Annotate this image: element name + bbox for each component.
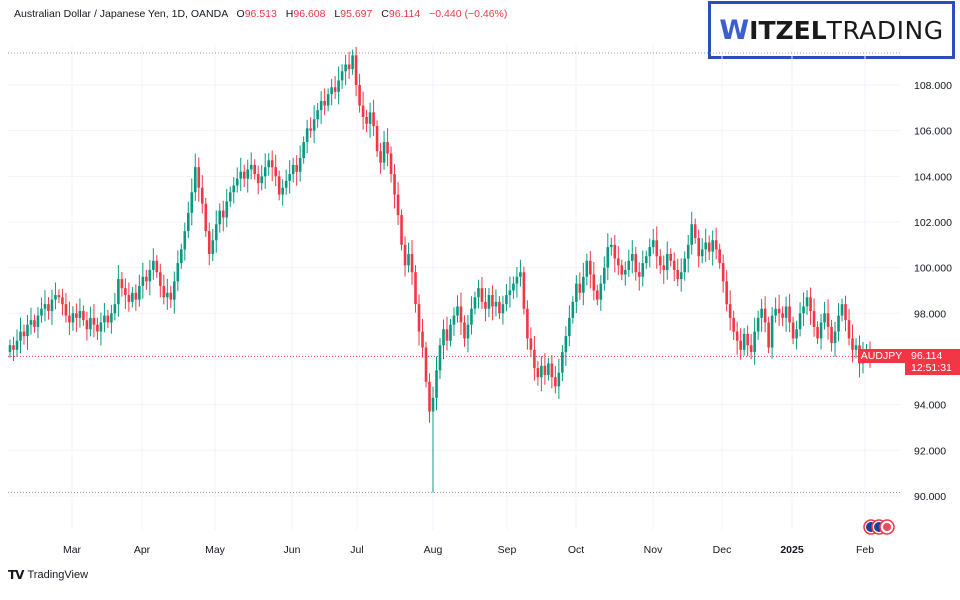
svg-text:98.000: 98.000 [914, 308, 946, 320]
witzel-trading-logo: W ITZEL TRADING [708, 1, 955, 59]
svg-text:Jun: Jun [284, 544, 301, 556]
low-value: 95.697 [340, 8, 373, 20]
svg-text:104.000: 104.000 [914, 171, 952, 183]
last-price-tag: 96.114 12:51:31 [905, 349, 960, 375]
tradingview-brand[interactable]: TV TradingView [8, 568, 88, 582]
high-label: H [285, 8, 294, 20]
svg-text:102.000: 102.000 [914, 217, 952, 229]
svg-text:Jul: Jul [350, 544, 363, 556]
svg-text:Apr: Apr [134, 544, 151, 556]
open-label: O [236, 8, 245, 20]
svg-text:92.000: 92.000 [914, 445, 946, 457]
svg-text:2025: 2025 [780, 544, 804, 556]
svg-text:90.000: 90.000 [914, 491, 946, 503]
svg-text:Feb: Feb [856, 544, 874, 556]
svg-text:Dec: Dec [713, 544, 732, 556]
logo-itzel: ITZEL [749, 15, 827, 45]
svg-text:Aug: Aug [424, 544, 443, 556]
svg-text:100.000: 100.000 [914, 263, 952, 275]
currency-flags-icon[interactable] [862, 519, 896, 535]
svg-text:Nov: Nov [644, 544, 663, 556]
symbol-title: Australian Dollar / Japanese Yen, 1D, OA… [14, 8, 228, 20]
svg-text:108.000: 108.000 [914, 80, 952, 92]
low-label: L [334, 8, 341, 20]
logo-w: W [719, 14, 750, 46]
chart-legend: Australian Dollar / Japanese Yen, 1D, OA… [14, 8, 507, 20]
open-value: 96.513 [244, 8, 277, 20]
svg-text:Mar: Mar [63, 544, 82, 556]
tradingview-label: TradingView [27, 569, 89, 581]
symbol-price-tag: AUDJPY [858, 349, 905, 363]
change-value: −0.440 (−0.46%) [429, 8, 508, 20]
last-price: 96.114 [911, 350, 943, 362]
tradingview-logo-icon: TV [8, 568, 25, 582]
logo-trading: TRADING [826, 15, 944, 45]
svg-text:Oct: Oct [568, 544, 584, 556]
close-label: C [381, 8, 389, 20]
svg-text:May: May [205, 544, 226, 556]
high-value: 96.608 [293, 8, 326, 20]
close-value: 96.114 [388, 8, 421, 20]
svg-text:94.000: 94.000 [914, 400, 946, 412]
svg-text:Sep: Sep [498, 544, 517, 556]
bar-countdown: 12:51:31 [911, 362, 952, 374]
svg-text:106.000: 106.000 [914, 126, 952, 138]
